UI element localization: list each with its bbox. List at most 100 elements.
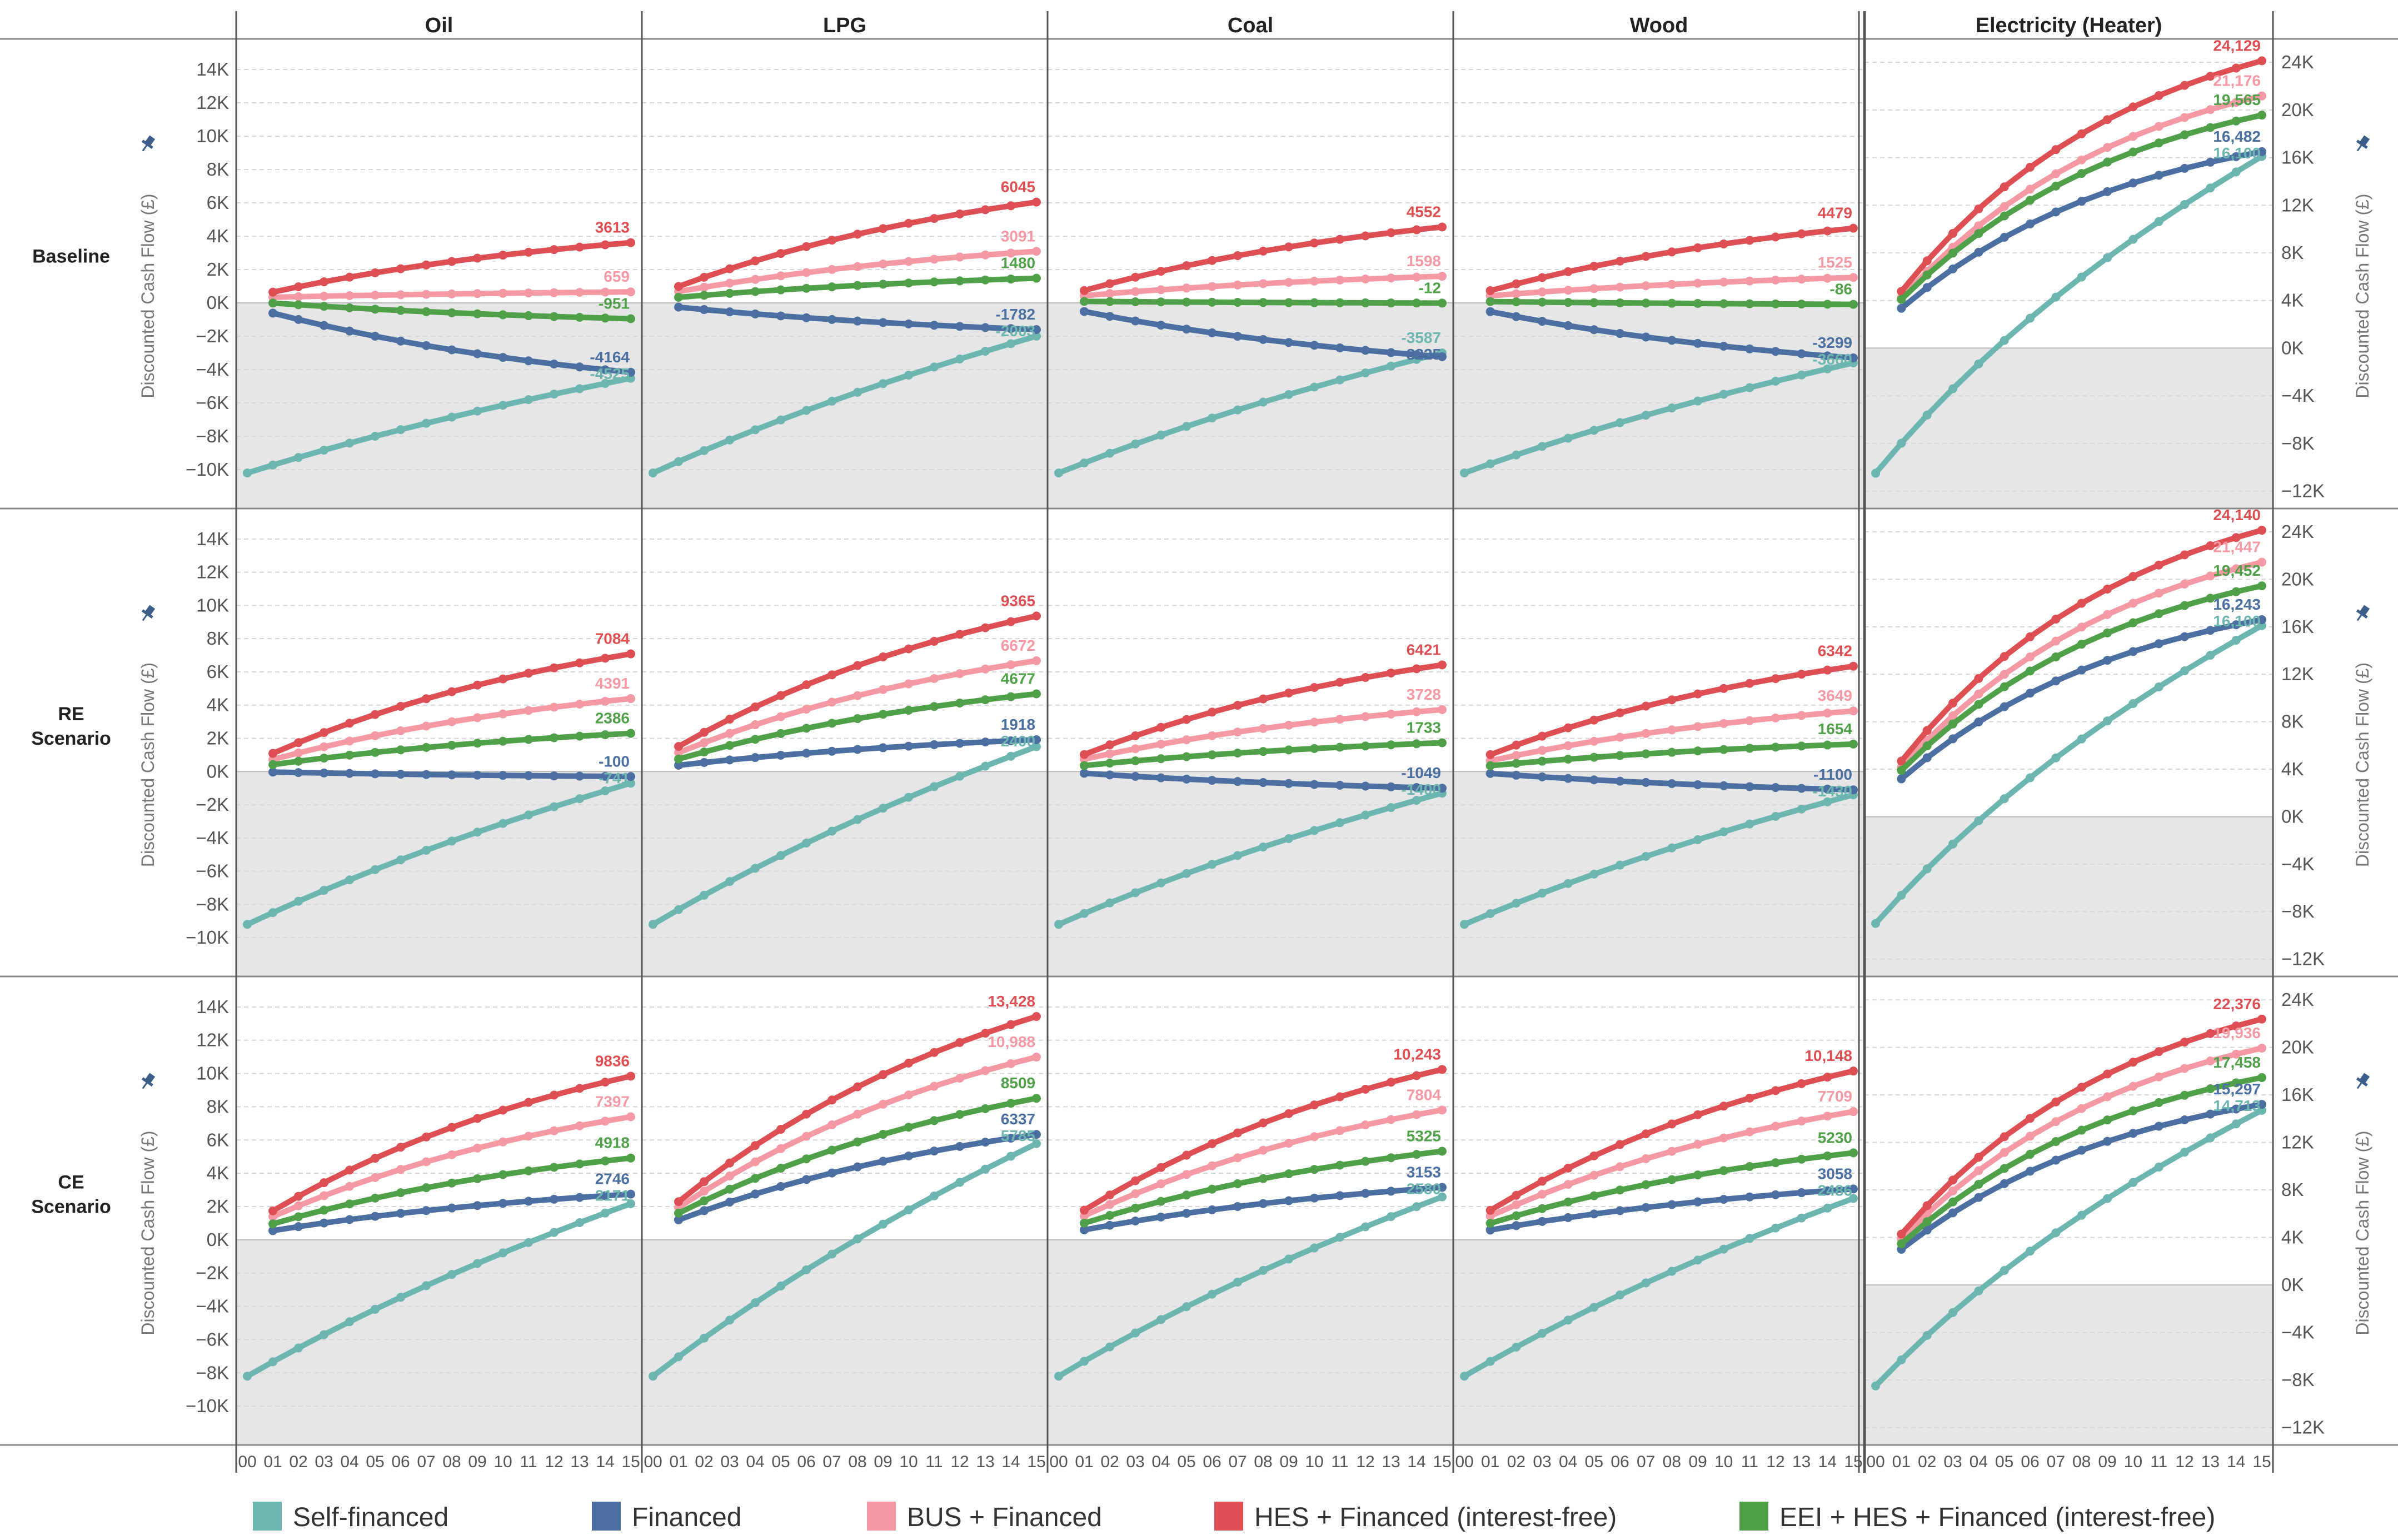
- series-line-self-financed: [1873, 1107, 2265, 1389]
- series-point: [2026, 185, 2035, 194]
- end-value-label: 2580: [1407, 1180, 1441, 1198]
- series-point: [904, 741, 913, 751]
- y-axis-title-left: Discounted Cash Flow (£): [138, 662, 158, 867]
- series-point: [320, 1330, 328, 1339]
- series-point: [371, 865, 380, 874]
- series-point: [1563, 879, 1573, 888]
- x-tick-label: 04: [746, 1453, 764, 1471]
- series-point: [853, 262, 862, 271]
- series-point: [1667, 747, 1677, 757]
- series-point: [1361, 346, 1370, 355]
- series-point: [1823, 709, 1832, 718]
- series-point: [2231, 1078, 2241, 1088]
- end-value-label: -3587: [1401, 329, 1441, 346]
- series-point: [1080, 909, 1089, 918]
- series-point: [575, 771, 584, 781]
- x-tick-label: 09: [2098, 1453, 2116, 1471]
- series-point: [1284, 1139, 1293, 1148]
- series-point: [601, 365, 610, 375]
- series-point: [1412, 1071, 1421, 1080]
- series-point: [1693, 1140, 1702, 1149]
- series-point: [2026, 1167, 2035, 1176]
- series-point: [1182, 297, 1191, 307]
- series-point: [1361, 274, 1370, 283]
- series-point: [447, 289, 456, 298]
- series-point: [725, 1197, 734, 1207]
- series-point: [2180, 1090, 2189, 1100]
- series-point: [725, 755, 734, 765]
- legend-item: Financed: [592, 1502, 741, 1532]
- series-point: [1233, 251, 1242, 260]
- series-point: [2128, 1178, 2138, 1187]
- series-point: [2077, 155, 2086, 165]
- pin-icon-needle: [2356, 144, 2362, 152]
- series-point: [2051, 145, 2061, 155]
- series-lines: [243, 56, 2266, 1391]
- series-point: [802, 1175, 811, 1184]
- series-point: [1259, 335, 1268, 344]
- series-point: [2231, 116, 2241, 126]
- series-point: [1387, 803, 1395, 813]
- series-point: [422, 307, 431, 316]
- x-tick-label: 13: [1792, 1453, 1811, 1471]
- series-point: [1693, 835, 1702, 844]
- series-point: [2026, 773, 2035, 783]
- series-point: [2180, 579, 2189, 589]
- legend-swatch: [867, 1502, 896, 1531]
- y-tick-label-left: 8K: [207, 628, 229, 649]
- series-point: [524, 1132, 533, 1141]
- series-point: [2231, 152, 2241, 161]
- series-point: [674, 302, 683, 312]
- y-tick-label-right: 20K: [2281, 99, 2314, 120]
- series-point: [1259, 1174, 1268, 1183]
- series-point: [981, 323, 990, 332]
- series-point: [1080, 1218, 1089, 1228]
- series-point: [1156, 773, 1165, 783]
- series-point: [2103, 1092, 2112, 1102]
- series-point: [396, 425, 405, 435]
- series-point: [1641, 729, 1651, 738]
- series-point: [575, 1218, 584, 1227]
- series-point: [1182, 261, 1191, 271]
- series-point: [524, 706, 533, 715]
- series-point: [422, 341, 431, 350]
- series-point: [700, 1177, 709, 1187]
- series-point: [320, 302, 328, 311]
- x-tick-label: 06: [797, 1453, 815, 1471]
- series-point: [1032, 247, 1041, 256]
- series-point: [1948, 1175, 1957, 1185]
- series-point: [524, 311, 533, 321]
- x-tick-label: 14: [1818, 1453, 1837, 1471]
- end-value-label: 19,936: [2213, 1024, 2261, 1041]
- series-point: [550, 1090, 559, 1100]
- series-point: [1032, 325, 1041, 334]
- series-point: [981, 346, 990, 356]
- negative-region-shade: [1048, 1239, 1453, 1445]
- series-point: [853, 387, 862, 397]
- series-point: [1823, 1186, 1832, 1195]
- series-point: [930, 782, 939, 791]
- x-tick-label: 01: [1892, 1453, 1911, 1471]
- series-point: [268, 460, 277, 470]
- series-point: [1897, 295, 1906, 304]
- series-point: [1719, 1194, 1728, 1204]
- y-tick-label-left: −6K: [196, 392, 229, 413]
- series-point: [1512, 297, 1521, 307]
- series-point: [1538, 1329, 1547, 1338]
- series-point: [575, 658, 584, 667]
- series-point: [981, 1066, 990, 1075]
- series-point: [1897, 1355, 1906, 1364]
- y-tick-label-left: −2K: [196, 1263, 229, 1283]
- series-point: [1948, 229, 1957, 238]
- series-point: [1823, 797, 1832, 806]
- series-point: [2051, 207, 2061, 217]
- series-point: [1105, 289, 1114, 298]
- series-point: [396, 1293, 405, 1302]
- series-point: [1335, 275, 1344, 285]
- series-point: [1823, 226, 1832, 236]
- series-point: [396, 726, 405, 735]
- series-point: [1156, 297, 1165, 307]
- series-point: [1745, 716, 1754, 725]
- series-point: [2206, 72, 2215, 81]
- series-point: [725, 1158, 734, 1168]
